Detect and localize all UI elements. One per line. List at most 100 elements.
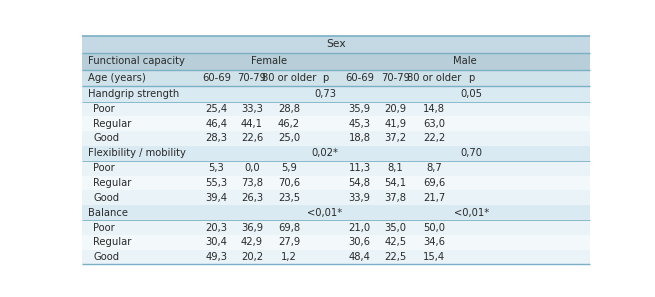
Text: Sex: Sex <box>326 39 345 49</box>
Bar <box>82 161 590 176</box>
Text: Good: Good <box>93 193 119 203</box>
Bar <box>82 220 590 235</box>
Text: 48,4: 48,4 <box>348 252 371 262</box>
Text: 60-69: 60-69 <box>202 73 231 83</box>
Text: 37,2: 37,2 <box>384 133 407 143</box>
Text: Female: Female <box>251 56 288 66</box>
Text: 49,3: 49,3 <box>206 252 227 262</box>
Text: 1,2: 1,2 <box>281 252 297 262</box>
Bar <box>82 176 590 190</box>
Text: 50,0: 50,0 <box>423 223 445 233</box>
Text: 0,70: 0,70 <box>460 148 483 158</box>
Text: 36,9: 36,9 <box>241 223 263 233</box>
Text: 20,3: 20,3 <box>206 223 227 233</box>
Bar <box>82 146 590 161</box>
Bar <box>82 36 590 53</box>
Bar <box>82 53 590 69</box>
Text: 69,8: 69,8 <box>278 223 300 233</box>
Text: 55,3: 55,3 <box>205 178 227 188</box>
Text: 0,73: 0,73 <box>314 89 336 99</box>
Text: 70,6: 70,6 <box>278 178 300 188</box>
Text: Poor: Poor <box>93 223 115 233</box>
Text: p: p <box>468 73 475 83</box>
Text: 35,0: 35,0 <box>384 223 407 233</box>
Text: 35,9: 35,9 <box>348 104 371 114</box>
Text: 37,8: 37,8 <box>384 193 407 203</box>
Text: <0,01*: <0,01* <box>307 208 343 218</box>
Bar <box>82 235 590 250</box>
Text: 15,4: 15,4 <box>423 252 445 262</box>
Text: 54,1: 54,1 <box>384 178 407 188</box>
Text: 0,0: 0,0 <box>244 163 260 173</box>
Text: 54,8: 54,8 <box>348 178 371 188</box>
Text: 14,8: 14,8 <box>423 104 445 114</box>
Text: Handgrip strength: Handgrip strength <box>88 89 179 99</box>
Text: Male: Male <box>453 56 477 66</box>
Text: 30,6: 30,6 <box>348 237 371 247</box>
Text: Regular: Regular <box>93 119 132 129</box>
Text: 70-79: 70-79 <box>237 73 267 83</box>
Text: 33,9: 33,9 <box>348 193 371 203</box>
Text: 44,1: 44,1 <box>241 119 263 129</box>
Text: 11,3: 11,3 <box>348 163 371 173</box>
Text: 21,0: 21,0 <box>348 223 371 233</box>
Bar <box>82 131 590 146</box>
Text: 28,3: 28,3 <box>206 133 227 143</box>
Text: 46,2: 46,2 <box>278 119 300 129</box>
Text: 22,6: 22,6 <box>241 133 263 143</box>
Bar <box>82 205 590 220</box>
Text: 42,5: 42,5 <box>384 237 407 247</box>
Text: 27,9: 27,9 <box>278 237 300 247</box>
Text: 42,9: 42,9 <box>241 237 263 247</box>
Bar <box>82 86 590 102</box>
Text: Good: Good <box>93 252 119 262</box>
Text: 0,02*: 0,02* <box>312 148 339 158</box>
Text: 23,5: 23,5 <box>278 193 300 203</box>
Text: Poor: Poor <box>93 104 115 114</box>
Text: 30,4: 30,4 <box>206 237 227 247</box>
Text: 5,9: 5,9 <box>281 163 297 173</box>
Text: <0,01*: <0,01* <box>454 208 489 218</box>
Bar <box>82 250 590 264</box>
Text: 0,05: 0,05 <box>460 89 483 99</box>
Text: 41,9: 41,9 <box>384 119 407 129</box>
Text: Poor: Poor <box>93 163 115 173</box>
Text: 25,0: 25,0 <box>278 133 300 143</box>
Bar <box>82 69 590 86</box>
Text: 73,8: 73,8 <box>241 178 263 188</box>
Text: 22,2: 22,2 <box>423 133 445 143</box>
Text: 18,8: 18,8 <box>348 133 371 143</box>
Text: Regular: Regular <box>93 178 132 188</box>
Text: Balance: Balance <box>88 208 128 218</box>
Text: 34,6: 34,6 <box>423 237 445 247</box>
Text: 21,7: 21,7 <box>423 193 445 203</box>
Text: 20,9: 20,9 <box>384 104 407 114</box>
Text: Flexibility / mobility: Flexibility / mobility <box>88 148 186 158</box>
Text: Good: Good <box>93 133 119 143</box>
Text: 20,2: 20,2 <box>241 252 263 262</box>
Text: 70-79: 70-79 <box>381 73 410 83</box>
Text: 5,3: 5,3 <box>208 163 224 173</box>
Bar <box>82 102 590 116</box>
Text: 8,7: 8,7 <box>426 163 442 173</box>
Text: Age (years): Age (years) <box>88 73 145 83</box>
Text: 69,6: 69,6 <box>423 178 445 188</box>
Text: 8,1: 8,1 <box>388 163 403 173</box>
Text: 26,3: 26,3 <box>241 193 263 203</box>
Text: p: p <box>322 73 328 83</box>
Text: 33,3: 33,3 <box>241 104 263 114</box>
Text: 80 or older: 80 or older <box>262 73 316 83</box>
Text: Regular: Regular <box>93 237 132 247</box>
Text: 25,4: 25,4 <box>205 104 227 114</box>
Text: 80 or older: 80 or older <box>407 73 461 83</box>
Bar <box>82 190 590 205</box>
Text: Functional capacity: Functional capacity <box>88 56 185 66</box>
Text: 39,4: 39,4 <box>206 193 227 203</box>
Text: 22,5: 22,5 <box>384 252 407 262</box>
Text: 63,0: 63,0 <box>423 119 445 129</box>
Text: 60-69: 60-69 <box>345 73 374 83</box>
Bar <box>82 116 590 131</box>
Text: 46,4: 46,4 <box>206 119 227 129</box>
Text: 28,8: 28,8 <box>278 104 300 114</box>
Text: 45,3: 45,3 <box>348 119 371 129</box>
